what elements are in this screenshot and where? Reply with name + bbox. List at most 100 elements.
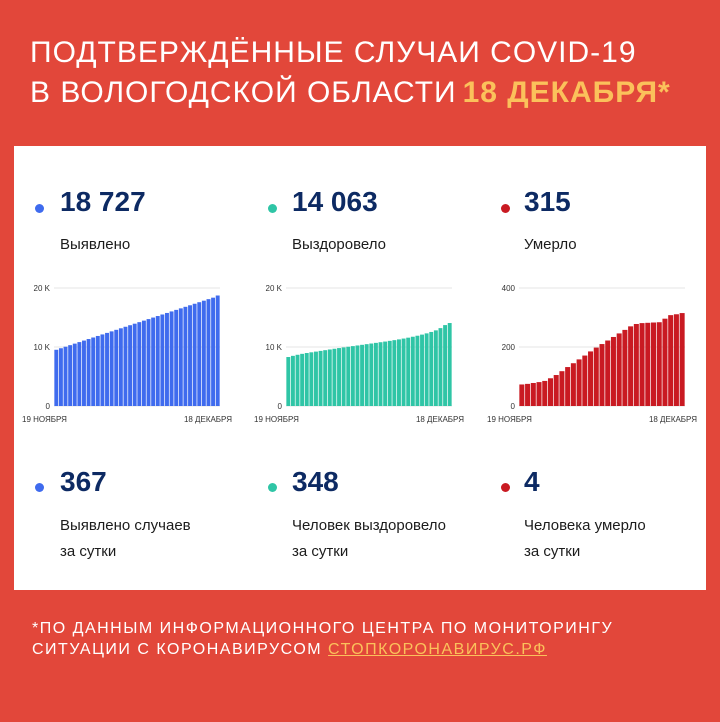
chart-bar: [406, 337, 411, 406]
chart-bar: [387, 340, 392, 406]
chart-bar: [565, 367, 571, 406]
chart-bar: [72, 343, 77, 406]
chart-bar: [525, 383, 531, 406]
deaths-chart: 0 200 400 19 НОЯБРЯ 18 ДЕКАБРЯ: [487, 278, 697, 428]
title-region: В ВОЛОГОДСКОЙ ОБЛАСТИ: [30, 76, 457, 109]
daily-recovered-label: Человек выздоровело за сутки: [292, 513, 446, 565]
daily-deaths-line1: Человека умерло: [524, 517, 646, 534]
chart-bar: [63, 346, 68, 406]
x-start-label: 19 НОЯБРЯ: [22, 415, 67, 424]
chart-bar: [118, 328, 123, 406]
detected-chart-svg: 0 10 K 20 K 19 НОЯБРЯ 18 ДЕКАБРЯ: [22, 284, 232, 424]
chart-bar: [668, 315, 674, 406]
chart-bar: [420, 334, 424, 406]
chart-bar: [314, 351, 318, 406]
chart-bar: [100, 334, 105, 406]
chart-bar: [582, 355, 588, 406]
chart-bar: [68, 345, 73, 406]
footnote-line-1: *ПО ДАННЫМ ИНФОРМАЦИОННОГО ЦЕНТРА ПО МОН…: [32, 620, 614, 637]
title-line-1: ПОДТВЕРЖДЁННЫЕ СЛУЧАИ COVID-19: [30, 36, 637, 69]
chart-bar: [128, 325, 133, 406]
chart-bar: [633, 323, 639, 406]
deaths-chart-svg: 0 200 400 19 НОЯБРЯ 18 ДЕКАБРЯ: [487, 284, 697, 424]
chart-bar: [429, 331, 434, 406]
chart-bar: [54, 349, 59, 406]
chart-bar: [286, 357, 291, 406]
chart-bar: [137, 322, 142, 406]
chart-bar: [536, 382, 542, 406]
chart-bar: [160, 314, 165, 406]
chart-bar: [447, 323, 452, 406]
chart-bar: [588, 351, 594, 406]
chart-bar: [295, 354, 300, 406]
chart-bar: [599, 344, 605, 406]
x-start-label: 19 НОЯБРЯ: [254, 415, 299, 424]
y-tick-label: 20 K: [34, 284, 51, 293]
stats-panel: 18 727 Выявлено 14 063 Выздоровело 315 У…: [14, 146, 706, 590]
chart-bar: [628, 326, 634, 406]
x-end-label: 18 ДЕКАБРЯ: [416, 415, 464, 424]
chart-bar: [443, 325, 448, 406]
chart-bar: [656, 322, 662, 406]
chart-bar: [201, 300, 206, 406]
daily-deaths-value: 4: [524, 466, 540, 497]
chart-bar: [318, 350, 323, 406]
chart-bar: [397, 339, 401, 406]
chart-bar: [327, 349, 332, 406]
chart-bar: [622, 329, 628, 406]
chart-bar: [610, 336, 616, 406]
total-recovered-value: 14 063: [292, 186, 378, 217]
chart-bar: [341, 347, 346, 406]
chart-bar: [155, 316, 160, 406]
chart-bar: [651, 322, 657, 406]
title-line-2: В ВОЛОГОДСКОЙ ОБЛАСТИ 18 ДЕКАБРЯ*: [30, 76, 671, 110]
chart-bar: [114, 329, 119, 406]
total-detected-label: Выявлено: [60, 236, 131, 253]
daily-detected-label: Выявлено случаев за сутки: [60, 513, 191, 565]
total-recovered-label: Выздоровело: [292, 236, 387, 253]
chart-bar: [215, 295, 220, 406]
y-tick-label: 10 K: [34, 343, 51, 352]
recovered-chart: 0 10 K 20 K 19 НОЯБРЯ 18 ДЕКАБРЯ: [254, 278, 464, 428]
daily-recovered-line2: за сутки: [292, 543, 349, 560]
chart-bar: [438, 328, 443, 406]
chart-bar: [392, 340, 397, 406]
chart-bar: [192, 303, 197, 406]
chart-bar: [183, 306, 188, 406]
daily-deaths-label: Человека умерло за сутки: [524, 513, 646, 565]
blue-dot-icon: [35, 483, 44, 492]
total-detected-value: 18 727: [60, 186, 146, 217]
chart-bar: [369, 343, 374, 406]
chart-bar: [383, 341, 388, 406]
teal-dot-icon: [268, 483, 277, 492]
chart-bar: [197, 302, 202, 406]
chart-bar: [77, 342, 82, 406]
chart-bar: [433, 330, 438, 406]
red-dot-icon: [501, 204, 510, 213]
daily-deaths-line2: за сутки: [524, 543, 581, 560]
chart-bar: [570, 363, 576, 406]
chart-bar: [82, 340, 86, 406]
chart-bar: [169, 311, 174, 406]
chart-bar: [673, 314, 679, 406]
y-tick-label: 10 K: [266, 343, 283, 352]
chart-bar: [86, 339, 91, 406]
chart-bar: [350, 346, 355, 406]
chart-bar: [91, 337, 96, 406]
chart-bar: [323, 350, 328, 406]
y-tick-label: 400: [502, 284, 516, 293]
chart-bar: [593, 347, 599, 406]
red-dot-icon: [501, 483, 510, 492]
x-end-label: 18 ДЕКАБРЯ: [649, 415, 697, 424]
chart-bar: [542, 380, 548, 406]
chart-bar: [547, 378, 553, 406]
total-deaths-value: 315: [524, 186, 571, 217]
daily-detected-value: 367: [60, 466, 107, 497]
chart-bar: [559, 371, 565, 406]
x-end-label: 18 ДЕКАБРЯ: [184, 415, 232, 424]
chart-bar: [146, 319, 151, 406]
chart-bar: [151, 317, 156, 406]
chart-bar: [679, 313, 685, 406]
chart-bar: [401, 338, 406, 406]
source-link[interactable]: СТОПКОРОНАВИРУС.РФ: [328, 641, 547, 658]
